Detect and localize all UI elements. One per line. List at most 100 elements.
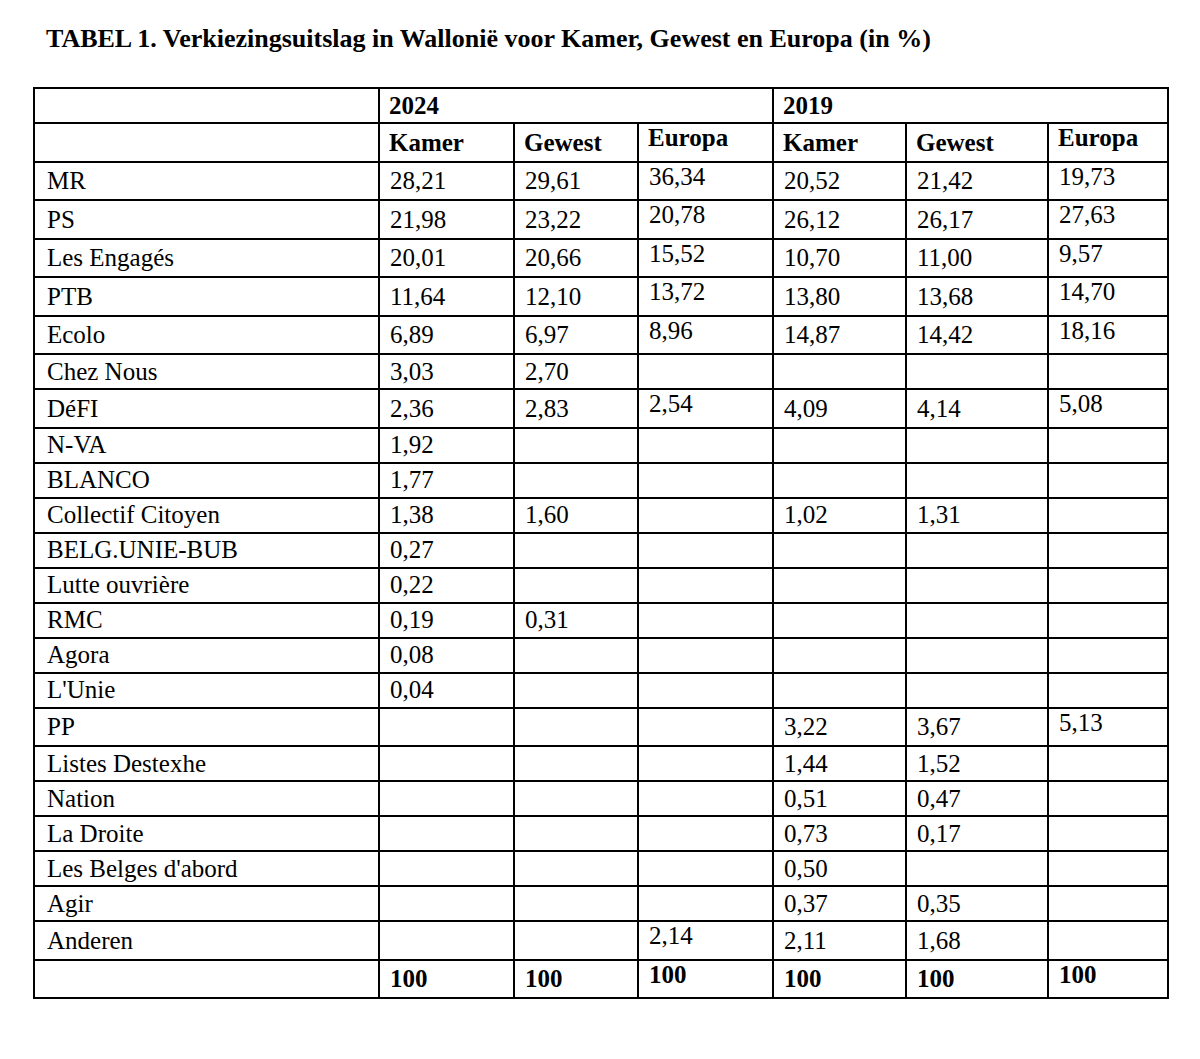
value-cell: 21,98 (379, 200, 514, 239)
value-cell: 10,70 (773, 239, 906, 278)
value-cell (1048, 921, 1168, 960)
party-row: PTB11,6412,1013,7213,8013,6814,70 (34, 277, 1168, 316)
party-name-cell: Chez Nous (34, 354, 379, 389)
value-cell (379, 708, 514, 747)
value-cell: 2,83 (514, 389, 638, 428)
page: TABEL 1. Verkiezingsuitslag in Wallonië … (0, 0, 1200, 1059)
total-value-cell: 100 (1048, 960, 1168, 999)
value-cell: 0,17 (906, 816, 1048, 851)
value-cell (638, 463, 773, 498)
party-name-cell: Collectif Citoyen (34, 498, 379, 533)
value-cell: 0,08 (379, 638, 514, 673)
table-caption: TABEL 1. Verkiezingsuitslag in Wallonië … (46, 24, 1167, 54)
party-row: RMC0,190,31 (34, 603, 1168, 638)
value-cell: 3,03 (379, 354, 514, 389)
value-cell: 15,52 (638, 239, 773, 278)
party-row: PP3,223,675,13 (34, 708, 1168, 747)
value-cell (514, 921, 638, 960)
value-cell (514, 463, 638, 498)
party-name-cell: BELG.UNIE-BUB (34, 533, 379, 568)
value-cell (514, 428, 638, 463)
value-cell: 2,36 (379, 389, 514, 428)
total-label-cell (34, 960, 379, 999)
value-cell: 21,42 (906, 162, 1048, 201)
total-value-cell: 100 (379, 960, 514, 999)
value-cell (773, 354, 906, 389)
value-cell (514, 851, 638, 886)
party-name-cell: PS (34, 200, 379, 239)
value-cell (514, 673, 638, 708)
year-header-2024: 2024 (379, 88, 773, 123)
value-cell: 2,54 (638, 389, 773, 428)
value-cell: 1,31 (906, 498, 1048, 533)
value-cell (1048, 673, 1168, 708)
value-cell: 18,16 (1048, 316, 1168, 355)
table-header: 2024 2019 Kamer Gewest Europa Kamer Gewe… (34, 88, 1168, 162)
year-header-row: 2024 2019 (34, 88, 1168, 123)
value-cell: 1,02 (773, 498, 906, 533)
party-name-cell: N-VA (34, 428, 379, 463)
value-cell (638, 428, 773, 463)
year-header-2019: 2019 (773, 88, 1168, 123)
value-cell: 11,64 (379, 277, 514, 316)
party-name-cell: L'Unie (34, 673, 379, 708)
value-cell (1048, 354, 1168, 389)
value-cell (379, 746, 514, 781)
value-cell (1048, 428, 1168, 463)
value-cell: 4,09 (773, 389, 906, 428)
value-cell: 2,70 (514, 354, 638, 389)
value-cell (1048, 568, 1168, 603)
value-cell: 0,19 (379, 603, 514, 638)
party-name-cell: DéFI (34, 389, 379, 428)
value-cell: 11,00 (906, 239, 1048, 278)
party-name-cell: RMC (34, 603, 379, 638)
value-cell: 6,89 (379, 316, 514, 355)
value-cell (1048, 746, 1168, 781)
value-cell (379, 816, 514, 851)
empty-corner-cell (34, 123, 379, 162)
value-cell: 23,22 (514, 200, 638, 239)
party-row: Anderen2,142,111,68 (34, 921, 1168, 960)
value-cell: 4,14 (906, 389, 1048, 428)
value-cell: 36,34 (638, 162, 773, 201)
value-cell (1048, 816, 1168, 851)
value-cell: 2,11 (773, 921, 906, 960)
value-cell: 5,13 (1048, 708, 1168, 747)
value-cell: 26,17 (906, 200, 1048, 239)
party-row: Chez Nous3,032,70 (34, 354, 1168, 389)
value-cell (638, 638, 773, 673)
table-body: MR28,2129,6136,3420,5221,4219,73PS21,982… (34, 162, 1168, 999)
party-name-cell: Agir (34, 886, 379, 921)
value-cell (638, 816, 773, 851)
party-row: Agora0,08 (34, 638, 1168, 673)
party-name-cell: Nation (34, 781, 379, 816)
value-cell (514, 816, 638, 851)
total-value-cell: 100 (773, 960, 906, 999)
value-cell (906, 603, 1048, 638)
value-cell (638, 851, 773, 886)
value-cell: 14,42 (906, 316, 1048, 355)
value-cell: 0,27 (379, 533, 514, 568)
party-name-cell: Anderen (34, 921, 379, 960)
election-results-table: 2024 2019 Kamer Gewest Europa Kamer Gewe… (33, 87, 1169, 999)
value-cell (1048, 498, 1168, 533)
value-cell: 1,60 (514, 498, 638, 533)
value-cell: 29,61 (514, 162, 638, 201)
party-name-cell: PP (34, 708, 379, 747)
total-value-cell: 100 (638, 960, 773, 999)
value-cell (514, 781, 638, 816)
value-cell (1048, 851, 1168, 886)
col-header-kamer-2024: Kamer (379, 123, 514, 162)
column-header-row: Kamer Gewest Europa Kamer Gewest Europa (34, 123, 1168, 162)
value-cell: 27,63 (1048, 200, 1168, 239)
party-name-cell: BLANCO (34, 463, 379, 498)
col-header-kamer-2019: Kamer (773, 123, 906, 162)
value-cell (638, 886, 773, 921)
value-cell: 1,92 (379, 428, 514, 463)
value-cell (906, 463, 1048, 498)
value-cell (638, 498, 773, 533)
value-cell (906, 851, 1048, 886)
party-name-cell: Les Belges d'abord (34, 851, 379, 886)
value-cell (1048, 638, 1168, 673)
value-cell (514, 708, 638, 747)
